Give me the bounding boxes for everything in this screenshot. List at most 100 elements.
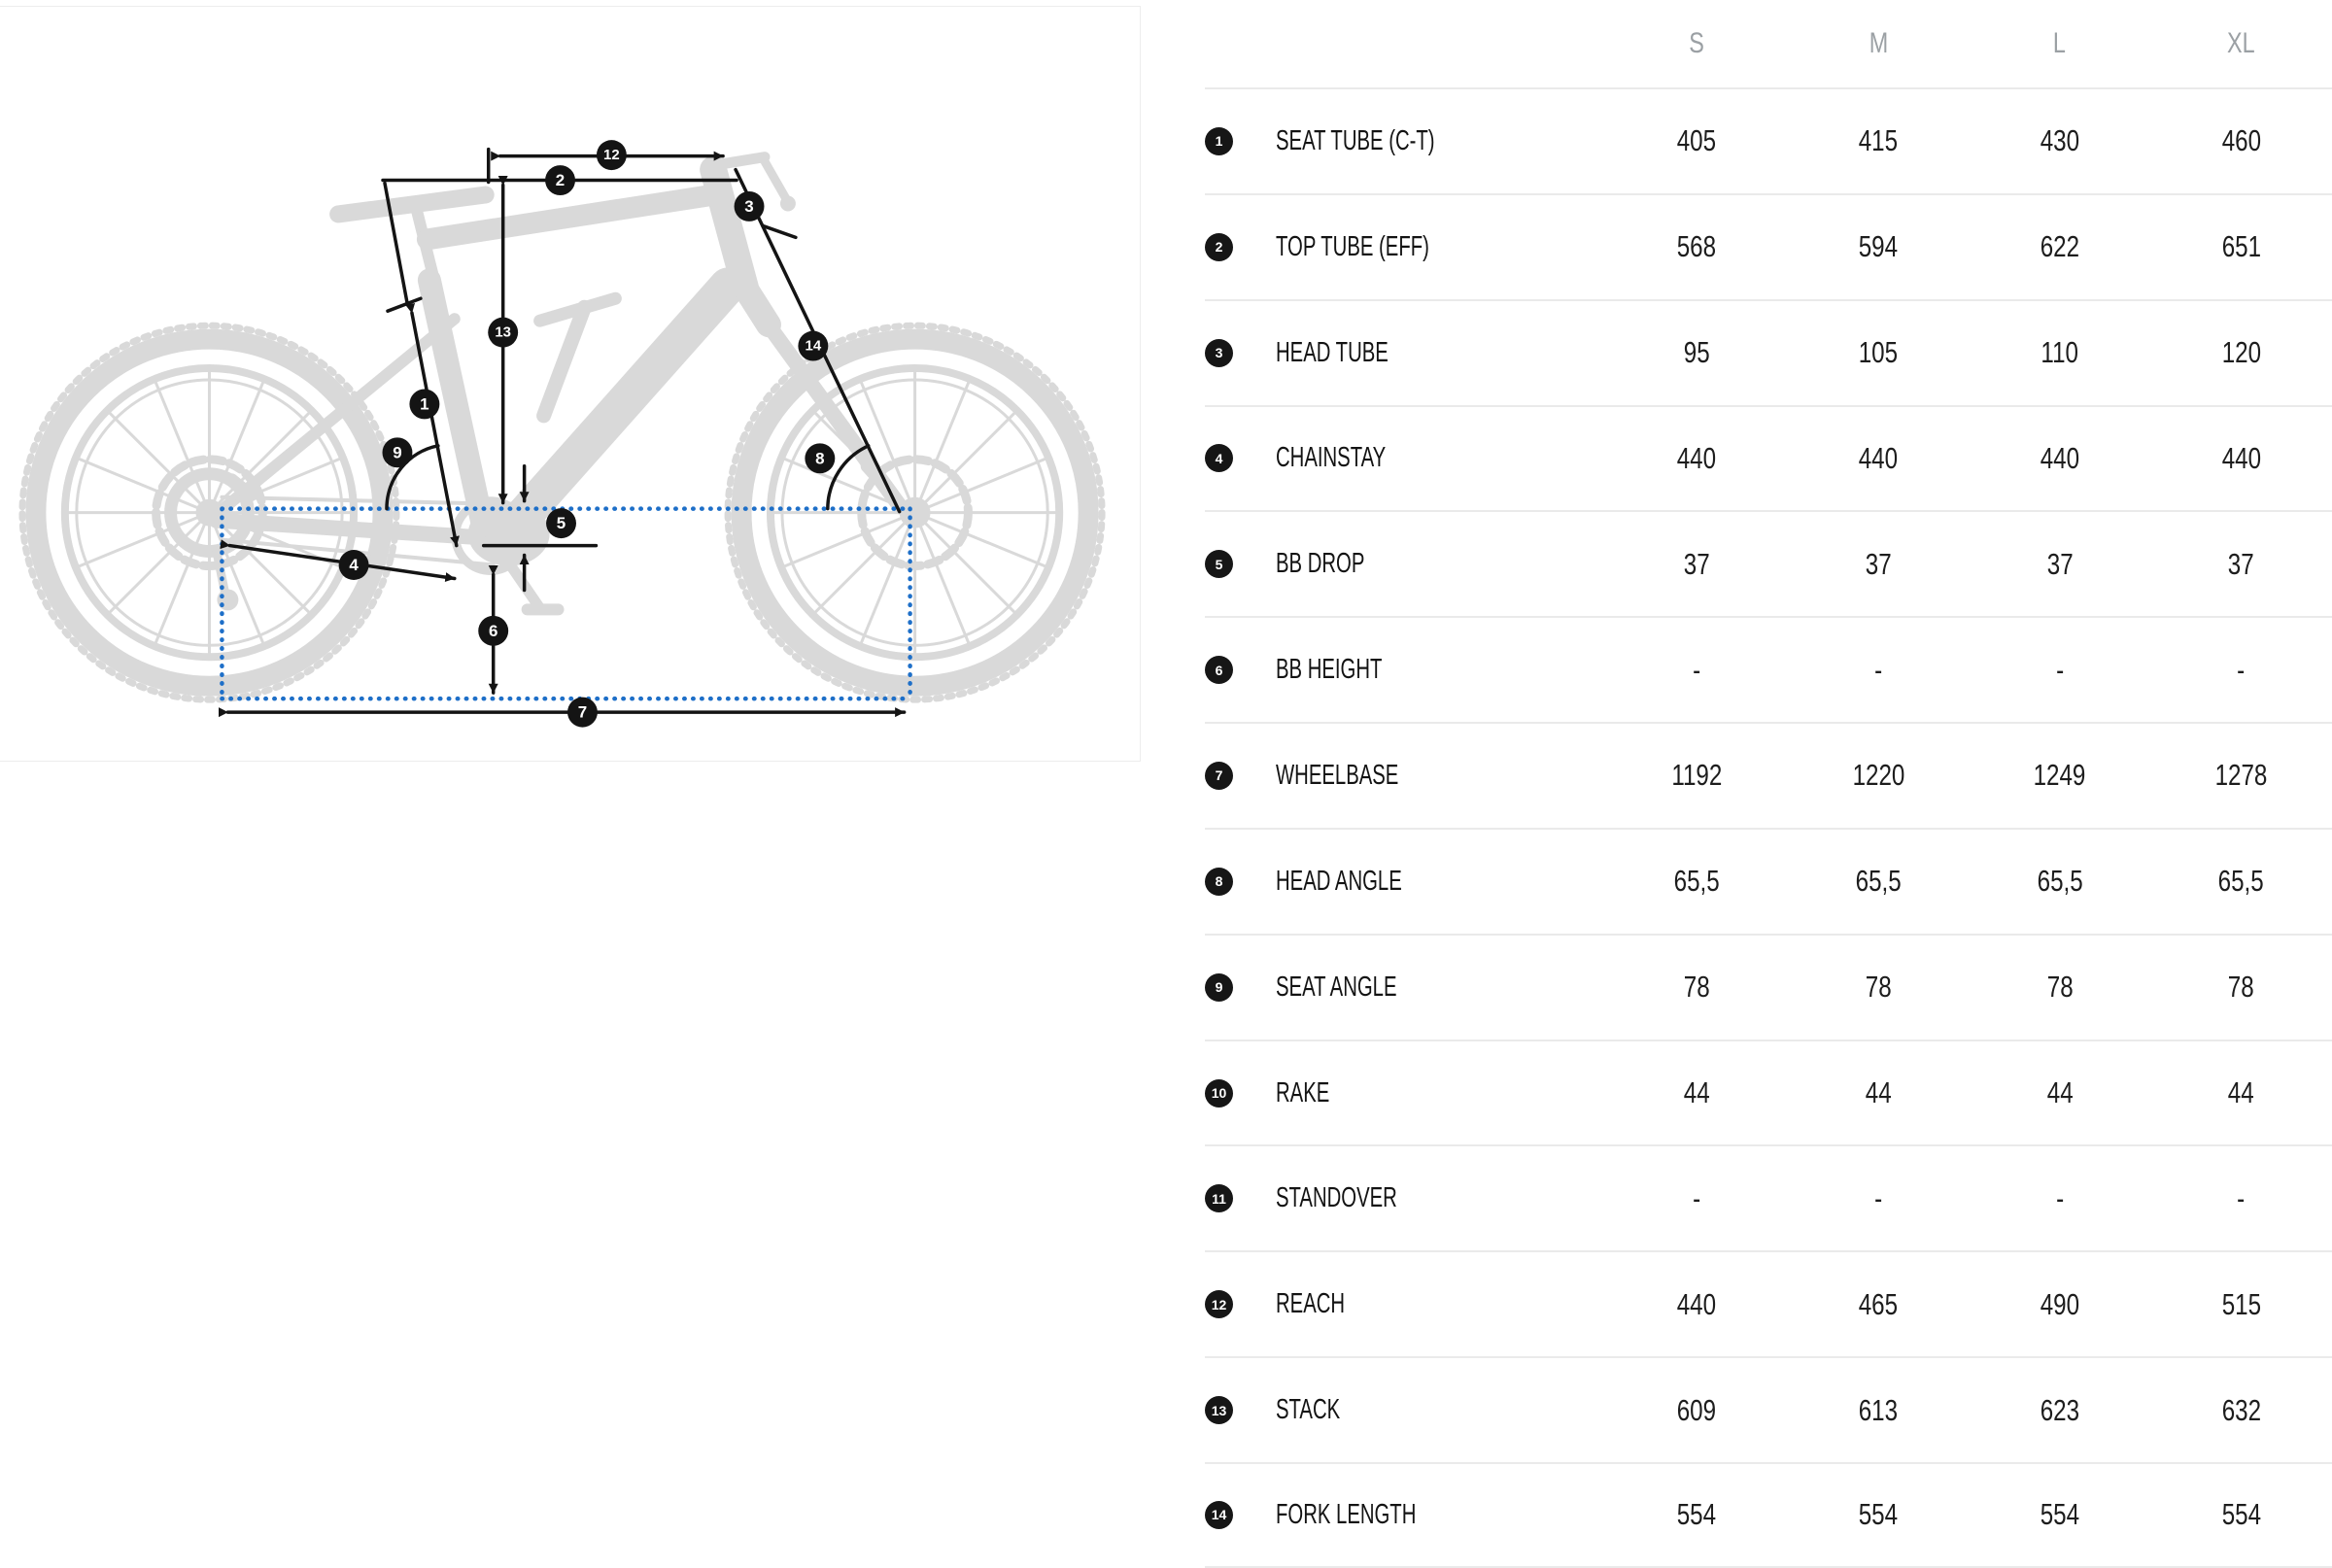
wheelbase-guide-rect — [220, 506, 912, 701]
front-wheel — [724, 322, 1106, 703]
value-cell: 415 — [1858, 123, 1899, 158]
diagram-callout-7: 7 — [567, 697, 598, 728]
row-number-badge: 1 — [1205, 126, 1233, 155]
value-cell: 78 — [1865, 970, 1892, 1005]
seat-angle-arc — [385, 444, 440, 511]
value-cell: 65,5 — [2218, 864, 2265, 899]
saddle — [329, 186, 495, 223]
svg-text:4: 4 — [349, 556, 359, 574]
head-tube-lower-tick — [761, 223, 798, 240]
value-cell: 651 — [2221, 229, 2261, 264]
row-number-badge: 5 — [1205, 550, 1233, 579]
value-cell: 44 — [1683, 1075, 1710, 1110]
diagram-callout-13: 13 — [488, 317, 519, 348]
value-cell: - — [1693, 1180, 1701, 1215]
value-cell: 95 — [1683, 335, 1710, 370]
row-number-badge: 3 — [1205, 338, 1233, 367]
value-cell: 78 — [2046, 970, 2074, 1005]
row-label-group: 5 BB DROP — [1205, 548, 1606, 580]
row-label-group: 7 WHEELBASE — [1205, 760, 1606, 792]
table-row: 11 STANDOVER - - - - — [1205, 1144, 2332, 1250]
value-cell: 1220 — [1852, 758, 1904, 793]
row-label-group: 4 CHAINSTAY — [1205, 442, 1606, 474]
value-cell: 622 — [2040, 229, 2079, 264]
row-label-group: 14 FORK LENGTH — [1205, 1499, 1606, 1531]
value-cell: 405 — [1677, 123, 1717, 158]
value-cell: 554 — [1858, 1497, 1899, 1532]
row-label: HEAD TUBE — [1276, 336, 1389, 368]
row-label: STACK — [1276, 1394, 1341, 1426]
row-number-badge: 9 — [1205, 972, 1233, 1002]
table-row: 7 WHEELBASE 1192 1220 1249 1278 — [1205, 722, 2332, 828]
diagram-callout-8: 8 — [805, 443, 836, 474]
row-number-badge: 6 — [1205, 656, 1233, 685]
size-column-header-s: S — [1689, 27, 1705, 59]
table-row: 1 SEAT TUBE (C-T) 405 415 430 460 — [1205, 87, 2332, 193]
rear-shock — [536, 299, 592, 424]
value-cell: - — [2055, 1180, 2064, 1215]
value-cell: 105 — [1858, 335, 1899, 370]
seat-tube-top-tick — [386, 296, 423, 313]
motor — [467, 501, 550, 566]
row-label-group: 13 STACK — [1205, 1394, 1606, 1426]
row-label: BB HEIGHT — [1276, 654, 1383, 686]
front-brake-caliper — [860, 459, 894, 494]
grip — [779, 195, 796, 212]
svg-text:9: 9 — [393, 443, 401, 461]
value-cell: 460 — [2221, 123, 2261, 158]
value-cell: 440 — [1858, 440, 1899, 475]
row-label: SEAT ANGLE — [1276, 971, 1397, 1003]
row-label-group: 11 STANDOVER — [1205, 1182, 1606, 1214]
table-row: 6 BB HEIGHT - - - - — [1205, 616, 2332, 722]
value-cell: - — [2055, 652, 2064, 687]
value-cell: 44 — [2228, 1075, 2255, 1110]
value-cell: 554 — [2221, 1497, 2261, 1532]
value-cell: 554 — [1677, 1497, 1717, 1532]
svg-text:13: 13 — [495, 324, 511, 341]
value-cell: 594 — [1858, 229, 1899, 264]
front-spokes — [771, 368, 1059, 657]
svg-text:12: 12 — [603, 147, 620, 163]
value-cell: 65,5 — [1855, 864, 1902, 899]
row-number-badge: 11 — [1205, 1184, 1233, 1213]
row-label-group: 8 HEAD ANGLE — [1205, 866, 1606, 898]
svg-text:2: 2 — [556, 171, 565, 189]
row-label: SEAT TUBE (C-T) — [1276, 124, 1435, 156]
row-label-group: 6 BB HEIGHT — [1205, 654, 1606, 686]
bike-geometry-diagram: 1 2 3 4 5 6 7 8 9 12 13 14 — [0, 6, 1141, 762]
row-number-badge: 12 — [1205, 1290, 1233, 1319]
row-label-group: 10 RAKE — [1205, 1077, 1606, 1109]
value-cell: 120 — [2221, 335, 2261, 370]
value-cell: 110 — [2040, 335, 2079, 370]
row-label: TOP TUBE (EFF) — [1276, 230, 1429, 262]
row-label: WHEELBASE — [1276, 759, 1399, 791]
table-row: 9 SEAT ANGLE 78 78 78 78 — [1205, 933, 2332, 1040]
value-cell: 609 — [1677, 1392, 1717, 1427]
row-number-badge: 8 — [1205, 867, 1233, 896]
row-label: BB DROP — [1276, 548, 1365, 580]
svg-text:7: 7 — [578, 703, 587, 722]
value-cell: - — [2237, 1180, 2246, 1215]
value-cell: 37 — [1683, 546, 1710, 581]
table-row: 8 HEAD ANGLE 65,5 65,5 65,5 65,5 — [1205, 827, 2332, 934]
table-row: 14 FORK LENGTH 554 554 554 554 — [1205, 1461, 2332, 1568]
svg-text:6: 6 — [489, 622, 497, 640]
value-cell: 78 — [2228, 970, 2255, 1005]
value-cell: 490 — [2040, 1286, 2079, 1321]
row-label-group: 12 REACH — [1205, 1288, 1606, 1320]
value-cell: 65,5 — [2037, 864, 2083, 899]
row-number-badge: 7 — [1205, 761, 1233, 790]
table-row: 13 STACK 609 613 623 632 — [1205, 1356, 2332, 1462]
table-row: 3 HEAD TUBE 95 105 110 120 — [1205, 298, 2332, 405]
handlebar — [758, 153, 791, 203]
value-cell: 623 — [2040, 1392, 2079, 1427]
table-row: 10 RAKE 44 44 44 44 — [1205, 1039, 2332, 1145]
svg-text:5: 5 — [557, 514, 566, 532]
svg-text:1: 1 — [420, 394, 429, 413]
value-cell: 440 — [2221, 440, 2261, 475]
diagram-callout-5: 5 — [546, 508, 576, 539]
row-number-badge: 10 — [1205, 1078, 1233, 1108]
rear-wheel — [18, 322, 400, 703]
row-label: RAKE — [1276, 1076, 1330, 1108]
